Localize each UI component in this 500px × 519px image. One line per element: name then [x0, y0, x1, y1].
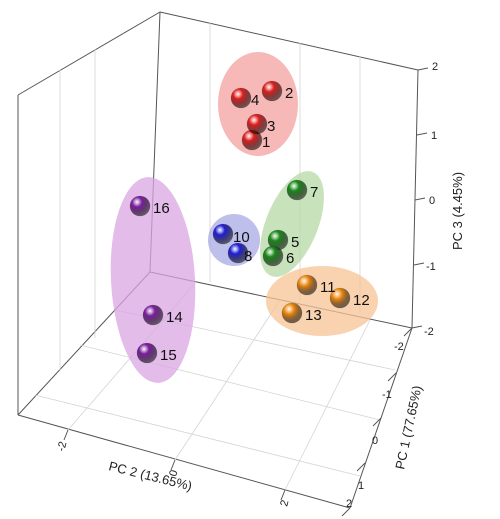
data-point-label: 14 [166, 309, 183, 326]
data-point-label: 4 [251, 92, 259, 109]
y-axis-tick-mark [341, 507, 351, 517]
data-point-label: 5 [291, 234, 299, 251]
data-point-label: 1 [262, 134, 270, 151]
grid-line [284, 319, 371, 491]
x-axis: -2 0 2 PC 2 (13.65%) [55, 429, 291, 508]
data-point-label: 15 [160, 347, 177, 364]
data-point [136, 342, 158, 364]
y-axis-title: PC 1 (77.65%) [392, 384, 424, 471]
z-axis-tick-mark [413, 262, 425, 266]
data-point [246, 113, 268, 135]
data-point [262, 245, 284, 267]
y-axis: -2 -1 0 1 2 PC 1 (77.65%) [341, 327, 425, 517]
y-axis-tick-mark [372, 417, 382, 427]
z-axis: 2 1 0 -1 -2 PC 3 (4.45%) [411, 61, 465, 338]
data-point-label: 7 [310, 184, 318, 201]
x-axis-tick-mark [170, 459, 176, 471]
y-axis-tick-mark [403, 327, 413, 337]
group-ellipse [110, 177, 196, 383]
grid-line [34, 394, 361, 477]
data-point [281, 302, 303, 324]
z-axis-tick-label: 1 [431, 130, 437, 142]
group-ellipse [218, 52, 298, 156]
data-point [261, 80, 283, 102]
box-edge [411, 69, 419, 329]
x-axis-tick-mark [63, 429, 69, 441]
x-axis-tick-label: 2 [278, 499, 291, 508]
group-ellipses [110, 52, 378, 383]
data-point [212, 223, 234, 245]
y-axis-tick-label: -1 [382, 389, 392, 401]
data-point-label: 8 [244, 248, 252, 265]
data-point-label: 2 [285, 85, 293, 102]
box-edge [159, 11, 419, 71]
data-point-label: 10 [233, 229, 250, 246]
data-point [296, 274, 318, 296]
data-point-label: 16 [153, 200, 170, 217]
grid-line [174, 299, 281, 461]
z-axis-tick-mark [411, 325, 423, 329]
z-axis-tick-label: 0 [429, 195, 435, 207]
x-axis-title: PC 2 (13.65%) [107, 458, 193, 493]
z-axis-tick-label: 2 [432, 61, 438, 73]
data-point-label: 11 [320, 279, 336, 296]
data-point [329, 287, 351, 309]
data-point [227, 242, 249, 264]
data-point-label: 3 [267, 118, 275, 135]
x-axis-tick-label: -2 [55, 440, 69, 453]
y-axis-tick-label: 1 [358, 480, 364, 492]
data-point [286, 179, 308, 201]
data-point [129, 195, 151, 217]
grid-line [79, 344, 381, 421]
data-point-label: 13 [305, 307, 322, 324]
z-axis-tick-mark [416, 132, 428, 136]
y-axis-tick-mark [387, 372, 397, 382]
x-axis-tick-label: 0 [167, 469, 180, 478]
x-axis-tick-mark [280, 489, 286, 501]
z-axis-tick-mark [417, 67, 429, 71]
y-axis-tick-label: 2 [346, 498, 352, 510]
data-point-label: 12 [353, 292, 370, 309]
y-axis-tick-label: 0 [372, 435, 378, 447]
z-axis-title: PC 3 (4.45%) [450, 172, 465, 250]
data-point [230, 87, 252, 109]
box-edge [17, 414, 351, 509]
y-axis-tick-label: -2 [394, 341, 404, 353]
data-point [142, 304, 164, 326]
z-axis-tick-label: -2 [424, 326, 434, 338]
data-point-label: 6 [286, 250, 294, 267]
z-axis-tick-mark [414, 197, 426, 201]
box-edge [17, 11, 161, 96]
z-axis-tick-label: -1 [426, 261, 436, 273]
y-axis-tick-mark [356, 462, 366, 472]
